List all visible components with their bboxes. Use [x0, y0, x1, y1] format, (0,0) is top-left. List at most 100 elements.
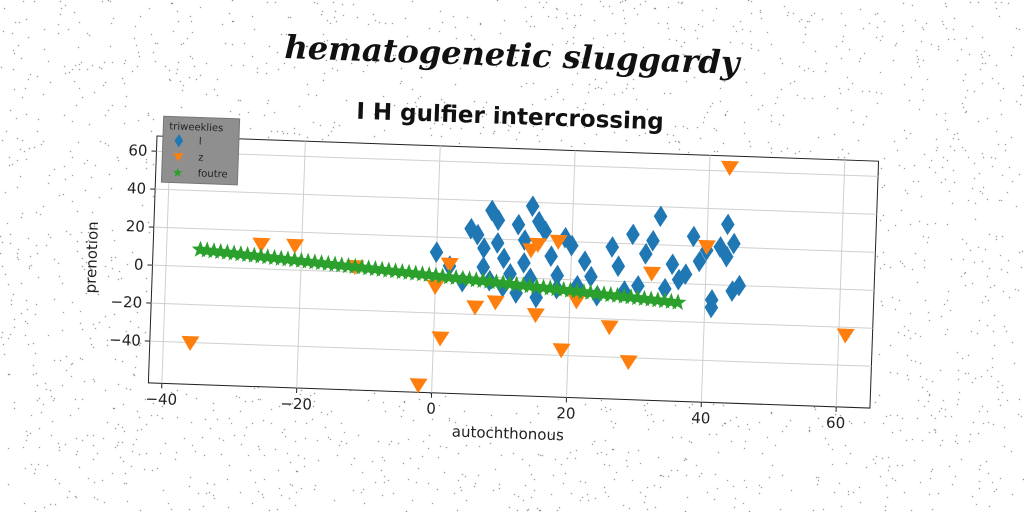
- y-grid-line: [151, 302, 873, 329]
- y-tick-label: −20: [110, 293, 142, 312]
- data-point-foutre: [218, 243, 236, 261]
- data-point-z: [529, 237, 548, 253]
- data-point-foutre: [581, 283, 600, 301]
- data-point-l: [511, 213, 526, 236]
- y-tick-label: −40: [109, 331, 141, 350]
- legend-box: [160, 115, 241, 186]
- legend-label: z: [198, 152, 204, 163]
- data-point-z: [431, 331, 450, 347]
- data-point-l: [564, 234, 579, 257]
- data-point-foutre: [245, 246, 263, 264]
- legend-title: triweeklies: [169, 121, 223, 134]
- data-point-foutre: [622, 288, 640, 305]
- data-point-foutre: [427, 266, 445, 284]
- y-tick-label: 60: [128, 141, 148, 160]
- axis-ticks: −40 −20 0 20 40 60 −40 −20 0 20 40 60: [109, 141, 846, 433]
- data-point-z: [643, 266, 662, 282]
- y-grid-line: [153, 226, 876, 253]
- data-point-l: [550, 264, 565, 287]
- data-point-foutre: [487, 273, 505, 290]
- y-grid-line: [149, 340, 872, 367]
- data-point-l: [538, 220, 553, 243]
- data-point-foutre: [407, 264, 425, 281]
- data-point-foutre: [259, 248, 277, 265]
- data-point-foutre: [198, 241, 216, 258]
- data-point-foutre: [440, 268, 458, 285]
- data-point-l: [611, 255, 626, 277]
- data-point-foutre: [386, 262, 404, 279]
- data-point-foutre: [212, 242, 230, 260]
- data-point-foutre: [561, 281, 579, 299]
- data-point-l: [464, 217, 478, 240]
- data-point-l: [665, 253, 680, 276]
- data-point-z: [252, 237, 271, 253]
- data-point-l: [686, 225, 701, 248]
- data-point-foutre: [481, 272, 499, 290]
- data-point-l: [491, 209, 506, 231]
- data-point-z: [466, 300, 485, 316]
- data-point-foutre: [279, 250, 297, 267]
- data-point-l: [517, 252, 531, 274]
- data-point-foutre: [555, 280, 573, 298]
- data-point-l: [532, 210, 546, 233]
- x-tick-label: 40: [691, 409, 711, 428]
- data-marks: [181, 160, 855, 394]
- data-point-l: [732, 274, 746, 297]
- legend-marker-foutre: [173, 167, 183, 177]
- data-point-z: [486, 295, 505, 311]
- data-point-l: [653, 205, 668, 228]
- data-point-foutre: [541, 279, 559, 296]
- data-point-l: [631, 275, 645, 297]
- data-point-foutre: [346, 257, 364, 275]
- data-point-l: [490, 232, 505, 254]
- data-point-z: [549, 234, 568, 250]
- data-point-foutre: [380, 261, 398, 278]
- x-tick-label: 60: [826, 414, 846, 433]
- data-point-foutre: [460, 270, 478, 287]
- data-point-z: [526, 308, 545, 324]
- data-point-foutre: [205, 242, 223, 259]
- data-point-z: [836, 328, 855, 344]
- data-point-foutre: [299, 252, 317, 270]
- data-point-foutre: [326, 255, 344, 273]
- data-point-z: [409, 378, 428, 394]
- x-tick-label: 20: [556, 404, 576, 423]
- data-point-foutre: [285, 251, 304, 268]
- data-point-l: [678, 263, 693, 286]
- y-tick-label: 20: [125, 217, 145, 236]
- data-point-foutre: [420, 265, 438, 283]
- data-point-l: [692, 250, 707, 273]
- data-point-foutre: [373, 260, 391, 278]
- x-grid-line: [565, 150, 576, 398]
- data-point-foutre: [353, 258, 371, 275]
- x-tick-label: 0: [426, 400, 436, 418]
- data-point-foutre: [306, 253, 324, 270]
- data-point-foutre: [333, 256, 351, 273]
- data-point-z: [286, 238, 305, 254]
- data-point-foutre: [433, 267, 452, 284]
- data-point-foutre: [548, 280, 566, 297]
- data-point-foutre: [319, 254, 337, 272]
- data-point-foutre: [238, 245, 257, 263]
- data-point-foutre: [447, 268, 465, 286]
- data-point-l: [727, 232, 741, 255]
- data-point-l: [605, 236, 620, 258]
- y-axis-label: prenotion: [81, 221, 102, 294]
- data-point-foutre: [454, 269, 472, 287]
- data-point-l: [470, 223, 485, 246]
- data-point-foutre: [575, 283, 593, 300]
- data-point-foutre: [507, 275, 526, 293]
- data-point-foutre: [292, 251, 310, 269]
- data-point-foutre: [635, 289, 653, 307]
- data-point-foutre: [514, 276, 532, 293]
- data-point-z: [619, 354, 638, 371]
- data-point-z: [426, 279, 445, 295]
- data-point-z: [600, 320, 619, 336]
- data-point-foutre: [252, 247, 270, 264]
- x-tick-label: −40: [145, 390, 177, 409]
- data-point-l: [719, 245, 734, 268]
- x-tick-label: −20: [280, 394, 312, 413]
- data-point-foutre: [232, 245, 250, 262]
- data-point-l: [517, 229, 532, 251]
